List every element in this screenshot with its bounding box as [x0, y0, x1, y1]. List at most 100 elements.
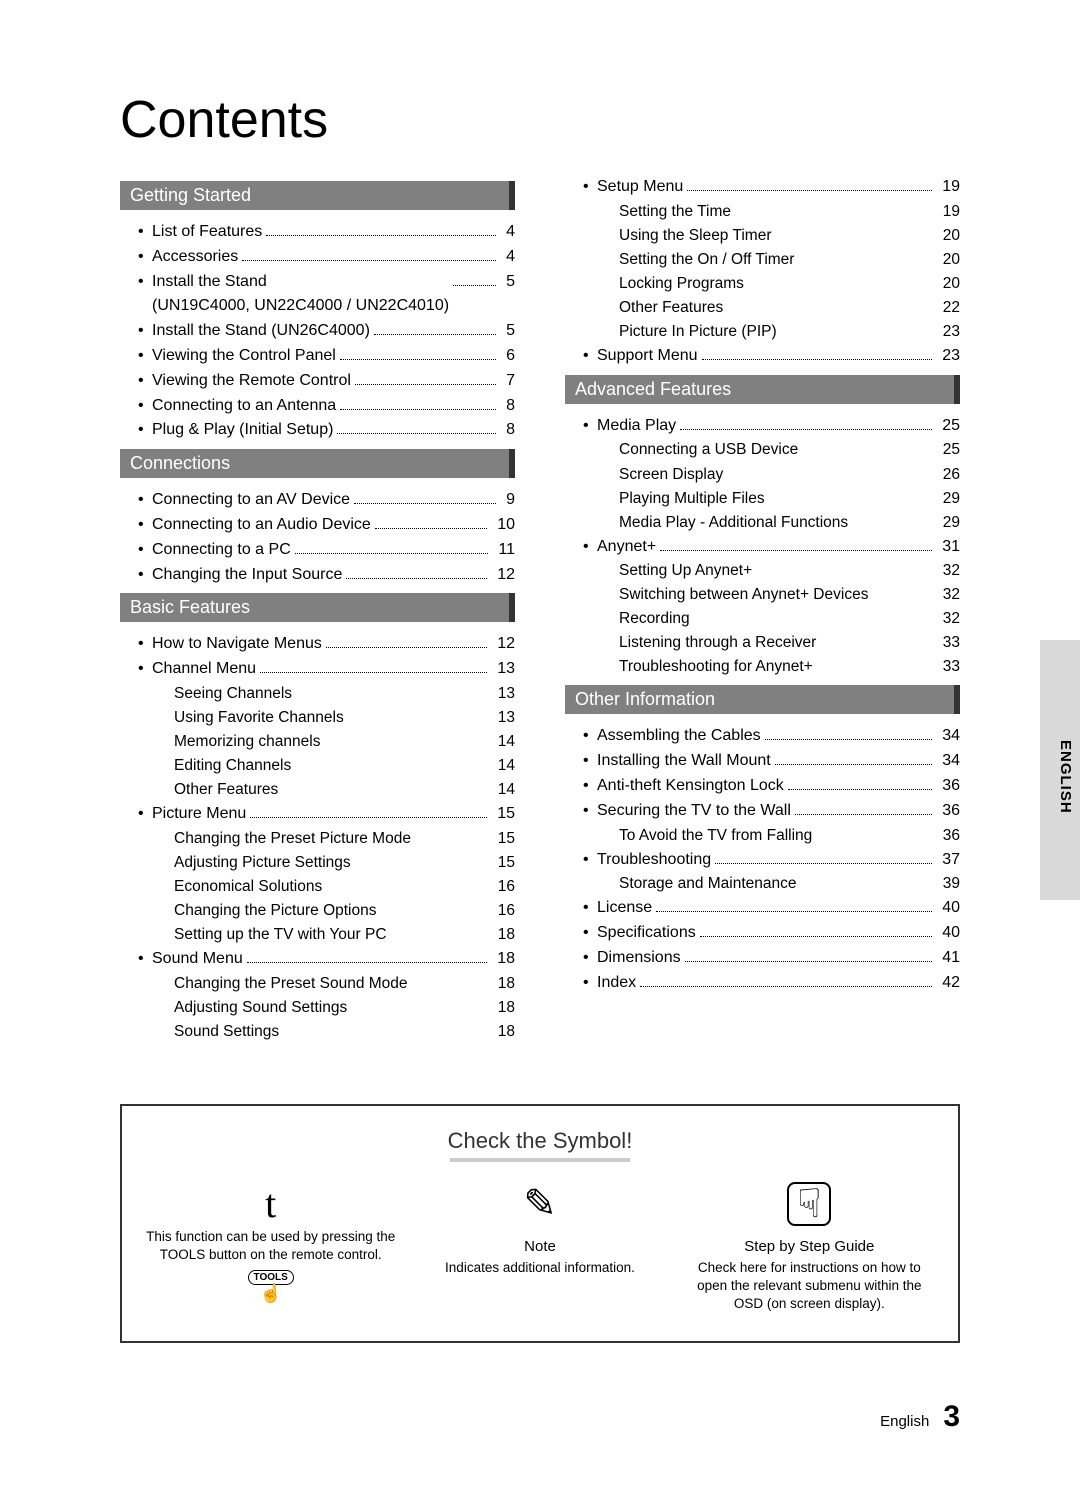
toc-sub-page: 13	[492, 706, 515, 730]
toc-page: 9	[500, 488, 515, 513]
toc-sub-page: 26	[937, 463, 960, 487]
toc-page: 18	[491, 947, 515, 972]
toc-sub-label: To Avoid the TV from Falling	[619, 824, 812, 848]
toc-sub-label: Connecting a USB Device	[619, 438, 798, 462]
toc-sub-page: 14	[492, 754, 515, 778]
toc-page: 36	[936, 774, 960, 799]
toc-sub-page: 32	[937, 607, 960, 631]
bullet-icon: •	[583, 799, 597, 824]
toc-subentry: Adjusting Sound Settings18	[174, 996, 515, 1020]
toc-sub-page: 14	[492, 730, 515, 754]
toc-subentry: Changing the Picture Options16	[174, 899, 515, 923]
toc-sub-label: Sound Settings	[174, 1020, 279, 1044]
toc-subentry: Troubleshooting for Anynet+33	[619, 655, 960, 679]
toc-subentry: Playing Multiple Files29	[619, 487, 960, 511]
toc-sub-label: Other Features	[619, 296, 723, 320]
toc-page: 19	[936, 175, 960, 200]
bullet-icon: •	[583, 535, 597, 560]
toc-subentry: Media Play - Additional Functions29	[619, 511, 960, 535]
toc-sub-page: 15	[492, 827, 515, 851]
leader-dots	[374, 334, 496, 335]
bullet-icon: •	[583, 921, 597, 946]
toc-page: 12	[491, 632, 515, 657]
symbol-title: Check the Symbol!	[136, 1128, 944, 1154]
toc-subentry: Setting up the TV with Your PC 18	[174, 923, 515, 947]
toc-subentry: Other Features14	[174, 778, 515, 802]
toc-entry: •Support Menu23	[583, 344, 960, 369]
toc-sub-label: Playing Multiple Files	[619, 487, 765, 511]
toc-page: 25	[936, 414, 960, 439]
bullet-icon: •	[138, 947, 152, 972]
toc-sub-page: 32	[937, 559, 960, 583]
toc-label: List of Features	[152, 220, 262, 245]
toc-sub-page: 33	[937, 631, 960, 655]
toc-entry: •Anynet+31	[583, 535, 960, 560]
toc-label: How to Navigate Menus	[152, 632, 322, 657]
toc-subentry: Memorizing channels14	[174, 730, 515, 754]
toc-sub-label: Switching between Anynet+ Devices	[619, 583, 868, 607]
toc-label: Viewing the Remote Control	[152, 369, 351, 394]
toc-page: 40	[936, 921, 960, 946]
symbol-column: tThis function can be used by pressing t…	[136, 1180, 405, 1314]
toc-sub-label: Screen Display	[619, 463, 723, 487]
leader-dots	[340, 409, 496, 410]
bullet-icon: •	[583, 724, 597, 749]
toc-entry: •Media Play25	[583, 414, 960, 439]
leader-dots	[260, 672, 487, 673]
symbol-column: ☟Step by Step GuideCheck here for instru…	[675, 1180, 944, 1314]
toc-sub-page: 23	[937, 320, 960, 344]
leader-dots	[715, 863, 932, 864]
toc-entry: •Channel Menu13	[138, 657, 515, 682]
toc-subentry: Picture In Picture (PIP)23	[619, 320, 960, 344]
toc-page: 4	[500, 245, 515, 270]
toc-page: 6	[500, 344, 515, 369]
toc-sub-label: Setting up the TV with Your PC	[174, 923, 387, 947]
bullet-icon: •	[138, 538, 152, 563]
toc-sub-label: Setting Up Anynet+	[619, 559, 752, 583]
toc-sub-label: Economical Solutions	[174, 875, 322, 899]
toc-label: Plug & Play (Initial Setup)	[152, 418, 333, 443]
section-heading: Basic Features	[120, 593, 515, 622]
toc-subentry: Locking Programs20	[619, 272, 960, 296]
toc-entry: •Install the Stand (UN19C4000, UN22C4000…	[138, 270, 515, 320]
toc-subentry: Connecting a USB Device25	[619, 438, 960, 462]
symbol-body: This function can be used by pressing th…	[146, 1228, 395, 1264]
toc-entry: •Anti-theft Kensington Lock36	[583, 774, 960, 799]
section-heading: Other Information	[565, 685, 960, 714]
toc-page: 34	[936, 749, 960, 774]
toc-entry: •Connecting to an AV Device9	[138, 488, 515, 513]
toc-right-column: •Setup Menu19Setting the Time19Using the…	[565, 175, 960, 1044]
toc-subentry: Seeing Channels13	[174, 682, 515, 706]
toc-entry: •Picture Menu15	[138, 802, 515, 827]
leader-dots	[660, 550, 932, 551]
toc-label: Connecting to an Antenna	[152, 394, 336, 419]
leader-dots	[640, 986, 932, 987]
toc-label: Troubleshooting	[597, 848, 711, 873]
section-heading: Connections	[120, 449, 515, 478]
toc-entry: •Connecting to a PC11	[138, 538, 515, 563]
toc-left-column: Getting Started•List of Features4•Access…	[120, 175, 515, 1044]
toc-subentry: Using the Sleep Timer20	[619, 224, 960, 248]
toc-page: 40	[936, 896, 960, 921]
symbol-underline	[450, 1158, 630, 1162]
toc-sub-label: Using Favorite Channels	[174, 706, 344, 730]
bullet-icon: •	[583, 175, 597, 200]
leader-dots	[247, 962, 487, 963]
toc-sub-page: 22	[937, 296, 960, 320]
toc-entry: •Connecting to an Antenna8	[138, 394, 515, 419]
bullet-icon: •	[138, 319, 152, 344]
toc-sub-page: 18	[492, 923, 515, 947]
toc-label: Anynet+	[597, 535, 656, 560]
leader-dots	[266, 235, 496, 236]
guide-icon: ☟	[787, 1180, 831, 1228]
toc-label: License	[597, 896, 652, 921]
toc-entry: •Setup Menu19	[583, 175, 960, 200]
note-icon: ✎	[523, 1180, 557, 1228]
toc-page: 15	[491, 802, 515, 827]
toc-label: Dimensions	[597, 946, 681, 971]
toc-label: Securing the TV to the Wall	[597, 799, 791, 824]
bullet-icon: •	[138, 418, 152, 443]
symbol-head: Step by Step Guide	[744, 1238, 874, 1255]
symbol-box: Check the Symbol! tThis function can be …	[120, 1104, 960, 1344]
footer-page-number: 3	[943, 1400, 960, 1434]
